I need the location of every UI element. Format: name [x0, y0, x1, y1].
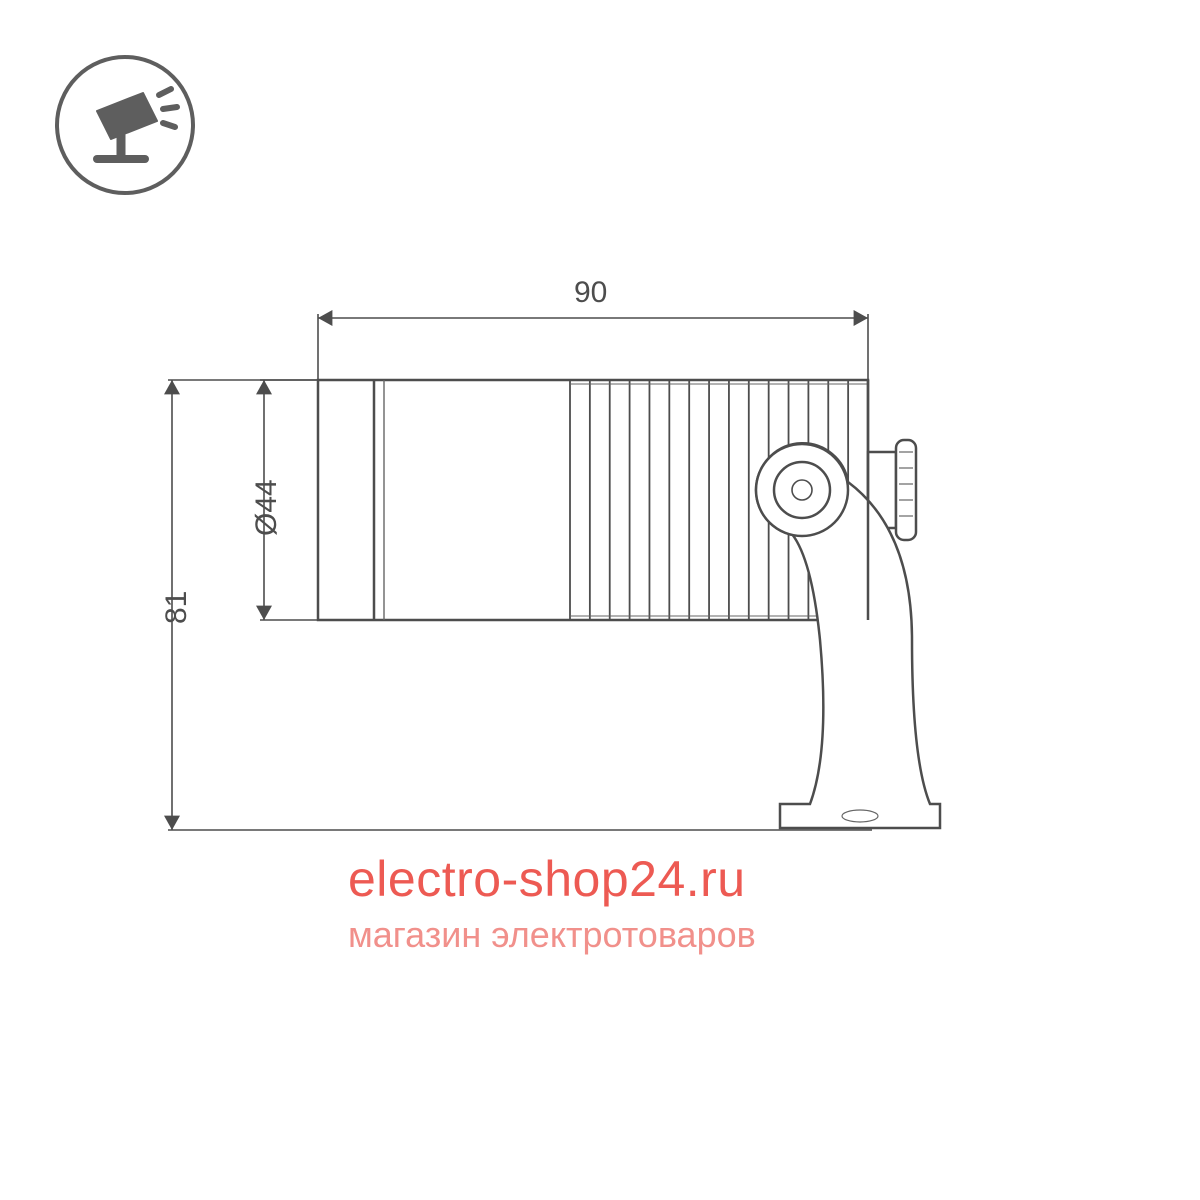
watermark-tagline: магазин электротоваров	[348, 914, 756, 956]
diagram-canvas: 90 Ø44 81 electro-shop24.ru магазин элек…	[0, 0, 1200, 1200]
watermark-url: electro-shop24.ru	[348, 850, 746, 908]
dim-diameter-label: Ø44	[250, 479, 284, 536]
dim-height-label: 81	[160, 591, 194, 624]
dim-width-label: 90	[574, 276, 607, 310]
